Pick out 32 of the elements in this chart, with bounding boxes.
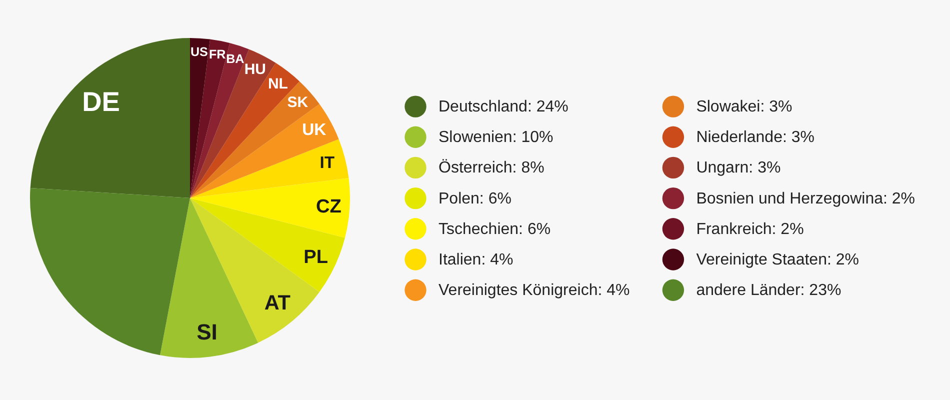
data-label: SK: [287, 94, 308, 112]
legend-label: Niederlande: 3%: [696, 129, 814, 146]
data-label: BA: [226, 52, 244, 66]
pie-slice: [190, 178, 350, 238]
legend-label: Vereinigtes Königreich: 4%: [438, 282, 630, 300]
data-label: CZ: [316, 196, 342, 218]
legend-label: andere Länder: 23%: [696, 282, 842, 300]
data-label: AT: [264, 292, 291, 315]
data-label: HU: [244, 61, 266, 78]
pie-slice: [190, 139, 349, 198]
data-label: IT: [320, 152, 335, 172]
legend-label: Italien: 4%: [438, 252, 514, 268]
legend-label: Polen: 6%: [438, 190, 512, 208]
legend-label: Bosnien und Herzegowina: 2%: [696, 190, 916, 208]
legend-label: Österreich: 8%: [438, 158, 544, 177]
legend-label: Deutschland: 24%: [438, 98, 568, 116]
data-label: UK: [302, 120, 326, 139]
legend-label: Slowakei: 3%: [696, 98, 792, 116]
legend-label: Ungarn: 3%: [696, 160, 781, 177]
data-label: FR: [208, 47, 226, 62]
legend-label: Tschechien: 6%: [438, 220, 551, 238]
data-label: DE: [82, 86, 120, 118]
data-label: SI: [196, 320, 218, 345]
legend-label: Frankreich: 2%: [696, 220, 804, 238]
pie-slice: [190, 38, 210, 198]
pie-slice: [190, 198, 345, 292]
legend-label: Slowenien: 10%: [438, 129, 554, 146]
data-label: US: [190, 45, 208, 60]
pie-slice: [160, 198, 258, 358]
data-label: PL: [304, 247, 328, 268]
data-label: NL: [268, 76, 288, 93]
legend-label: Vereinigte Staaten: 2%: [696, 252, 859, 268]
